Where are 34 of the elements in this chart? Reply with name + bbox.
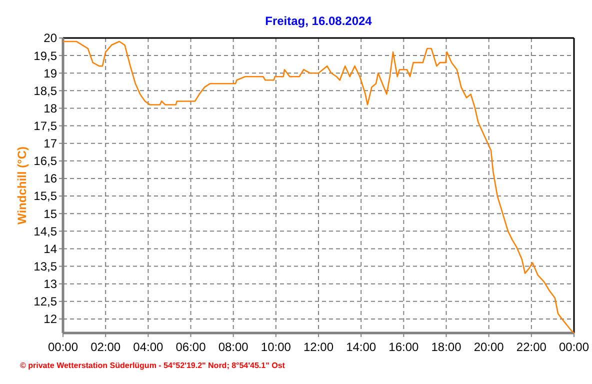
y-tick-label: 16	[44, 172, 58, 186]
chart-title: Freitag, 16.08.2024	[265, 14, 372, 28]
y-tick-label: 15	[44, 206, 58, 221]
y-tick-label: 14,5	[34, 224, 58, 238]
y-tick-label: 13	[44, 277, 58, 292]
y-tick-label: 13,5	[34, 259, 58, 274]
text: © private Wetterstation Süderlügum - 54°52'19.2" Nord; 8°54'45.1" Ost	[20, 361, 286, 370]
line-series	[62, 40, 575, 334]
y-tick-label: 18,5	[34, 84, 58, 98]
x-tick-label: 00:00	[48, 340, 78, 354]
y-tick-label: 17	[44, 136, 58, 151]
y-tick-label: 16,5	[34, 154, 58, 168]
y-tick-label: 20	[44, 31, 58, 46]
y-tick-label: 12	[44, 312, 58, 326]
y-tick-label: 19	[44, 66, 58, 80]
x-tick-label: 20:00	[474, 340, 504, 354]
x-tick-label: 12:00	[303, 340, 334, 354]
x-tick-label: 16:00	[388, 340, 420, 354]
y-tick-label: 15,5	[34, 189, 58, 204]
x-tick-label: 04:00	[133, 340, 164, 354]
y-axis-title: Windchill (°C)	[15, 146, 29, 225]
y-tick-label: 17,5	[34, 119, 58, 133]
x-tick-label: 10:00	[260, 340, 292, 354]
x-tick-label: 00:00	[558, 340, 590, 354]
y-tick-label: 19,5	[34, 48, 58, 63]
y-tick-label: 12,5	[34, 294, 58, 309]
x-tick-label: 08:00	[218, 340, 249, 354]
y-tick-label: 14	[44, 242, 58, 256]
x-tick-label: 06:00	[176, 340, 206, 354]
x-tick-label: 14:00	[346, 340, 376, 354]
x-tick-label: 18:00	[431, 340, 462, 354]
x-tick-label: 02:00	[90, 340, 121, 354]
y-tick-label: 18	[44, 101, 58, 116]
x-tick-label: 22:00	[516, 340, 547, 354]
